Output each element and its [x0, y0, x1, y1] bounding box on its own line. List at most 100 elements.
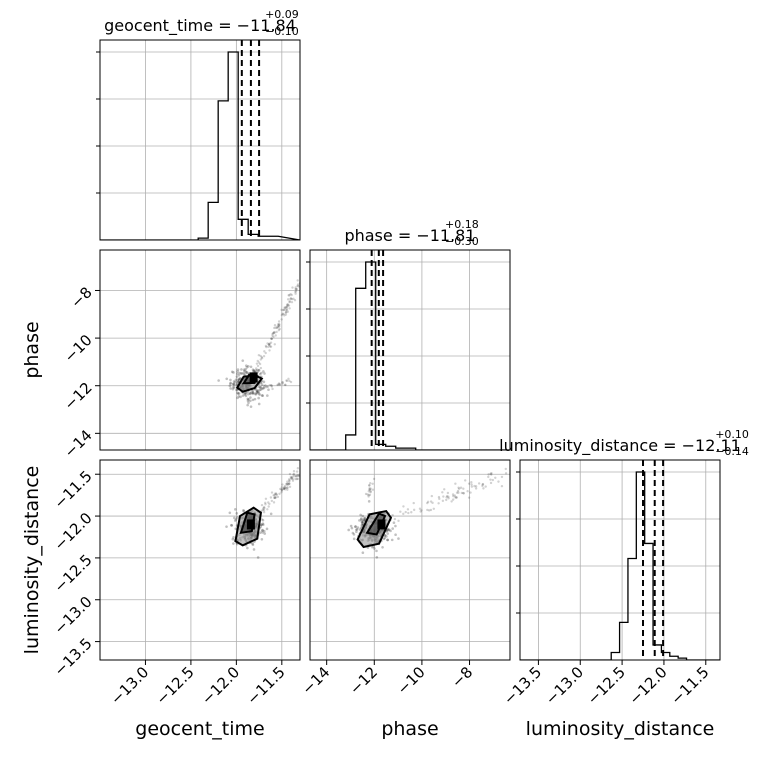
- sample-point: [284, 313, 288, 316]
- sample-point: [390, 538, 394, 542]
- sample-point: [282, 487, 286, 491]
- sample-point: [268, 345, 272, 348]
- sample-point: [236, 368, 240, 371]
- sample-point: [387, 528, 391, 532]
- sample-point: [249, 365, 253, 369]
- sample-point: [473, 484, 476, 488]
- sample-point: [276, 323, 280, 326]
- sample-point: [273, 343, 276, 346]
- sample-point: [269, 496, 273, 499]
- sample-point: [258, 393, 262, 396]
- sample-point: [490, 472, 493, 475]
- sample-point: [276, 495, 280, 499]
- sample-point: [272, 335, 275, 339]
- sample-point: [231, 382, 235, 386]
- sample-point: [287, 482, 291, 485]
- scatter-points-geocent_time-luminosity_distance: [225, 467, 300, 559]
- sample-point: [402, 505, 405, 508]
- tick-label-x: −12.5: [153, 663, 198, 708]
- sample-point: [297, 474, 300, 477]
- sample-point: [291, 475, 294, 479]
- sample-point: [283, 307, 287, 310]
- sample-point: [246, 399, 250, 403]
- sample-point: [243, 393, 246, 396]
- sample-point: [467, 482, 471, 485]
- tick-label-y: −12.5: [50, 551, 95, 596]
- sample-point: [236, 381, 239, 384]
- sample-point: [250, 391, 253, 394]
- sample-point: [504, 472, 508, 475]
- sample-point: [256, 388, 260, 392]
- sample-point: [288, 482, 291, 486]
- sample-point: [470, 481, 473, 484]
- sample-point: [273, 326, 276, 330]
- sample-point: [489, 472, 492, 476]
- sample-point: [278, 383, 281, 386]
- sample-point: [258, 372, 262, 376]
- sample-point: [258, 362, 262, 366]
- sample-point: [259, 371, 263, 375]
- sample-point: [253, 370, 257, 373]
- sample-point: [262, 509, 266, 512]
- sample-point: [466, 489, 469, 493]
- sample-point: [280, 308, 283, 312]
- sample-point: [288, 485, 292, 489]
- sample-point: [361, 518, 365, 522]
- sample-point: [260, 529, 264, 532]
- sample-point: [406, 508, 410, 511]
- sample-point: [383, 534, 387, 538]
- sample-point: [481, 483, 484, 486]
- sample-point: [256, 556, 260, 559]
- sample-point: [361, 522, 364, 525]
- sample-point: [241, 372, 244, 375]
- sample-point: [358, 519, 361, 522]
- sample-point: [238, 371, 241, 375]
- sample-point: [462, 492, 465, 495]
- sample-point: [247, 401, 250, 405]
- tick-label-y: −10: [61, 331, 96, 366]
- sample-point: [294, 290, 298, 293]
- sample-point: [259, 386, 263, 389]
- sample-point: [430, 494, 434, 498]
- title-plus-error: +0.10: [715, 428, 749, 441]
- sample-point: [231, 387, 235, 391]
- sample-point: [361, 520, 364, 524]
- sample-point: [239, 372, 243, 375]
- tick-label-x: −11.5: [667, 663, 712, 708]
- tick-label-x: −10: [394, 663, 429, 698]
- sample-point: [381, 545, 384, 549]
- sample-point: [274, 326, 278, 329]
- sample-point: [489, 478, 492, 481]
- sample-point: [362, 520, 365, 523]
- title-minus-error: −0.10: [265, 25, 299, 38]
- tick-label-x: −12.0: [626, 663, 671, 708]
- sample-point: [350, 526, 354, 530]
- sample-point: [412, 508, 416, 512]
- sample-point: [229, 382, 232, 386]
- sample-point: [278, 325, 281, 328]
- sample-point: [258, 531, 262, 534]
- sample-point: [347, 528, 350, 532]
- sample-point: [235, 388, 238, 392]
- sample-point: [262, 511, 266, 514]
- sample-point: [291, 479, 295, 482]
- sample-point: [261, 531, 264, 534]
- sample-point: [258, 388, 262, 392]
- sample-point: [252, 369, 255, 373]
- sample-point: [364, 492, 368, 496]
- sample-point: [285, 482, 289, 486]
- sample-point: [254, 393, 258, 396]
- sample-point: [286, 488, 289, 491]
- sample-point: [260, 509, 263, 513]
- sample-point: [474, 485, 478, 488]
- sample-point: [290, 300, 294, 304]
- sample-point: [383, 536, 387, 540]
- sample-point: [255, 390, 259, 394]
- sample-point: [259, 525, 263, 528]
- sample-point: [392, 521, 396, 525]
- sample-point: [260, 503, 264, 507]
- sample-point: [451, 493, 455, 496]
- sample-point: [445, 494, 449, 498]
- sample-point: [270, 337, 273, 341]
- sample-point: [426, 508, 429, 512]
